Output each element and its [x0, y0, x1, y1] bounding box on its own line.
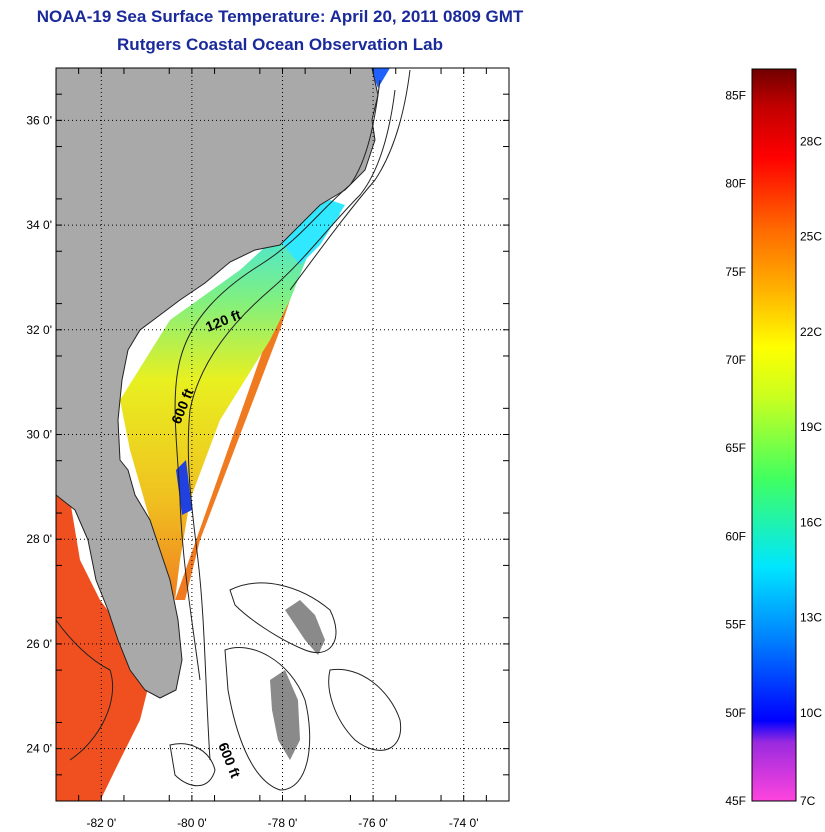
lat-tick-label: 24 0'	[26, 742, 52, 756]
colorbar-c-label: 13C	[800, 611, 822, 625]
lon-tick-label: -80 0'	[177, 816, 207, 830]
sst-cool-patch	[280, 200, 345, 265]
colorbar-f-label: 45F	[725, 794, 746, 808]
colorbar-f-label: 80F	[725, 177, 746, 191]
lon-tick-label: -78 0'	[268, 816, 298, 830]
colorbar-f-label: 55F	[725, 618, 746, 632]
longitude-grid: -82 0' -80 0' -78 0' -76 0' -74 0'	[78, 68, 487, 830]
contour-bahamas-south	[224, 646, 311, 791]
lon-tick-label: -74 0'	[449, 816, 479, 830]
sst-gulf-stream-warm	[175, 300, 290, 600]
lat-tick-label: 34 0'	[26, 218, 52, 232]
land-bahamas-andros	[270, 670, 300, 760]
colorbar-c-label: 25C	[800, 230, 822, 244]
sst-cold-streak	[176, 460, 192, 515]
colorbar-c-label: 28C	[800, 134, 822, 148]
colorbar-celsius-labels: 28C 25C 22C 19C 16C 13C 10C 7C	[800, 134, 822, 808]
contour-bahamas-east	[328, 668, 402, 751]
lon-tick-label: -82 0'	[86, 816, 116, 830]
colorbar-c-label: 16C	[800, 515, 822, 529]
lat-tick-label: 30 0'	[26, 428, 52, 442]
colorbar-f-label: 70F	[725, 353, 746, 367]
colorbar-c-label: 22C	[800, 325, 822, 339]
contour-600ft-line	[187, 89, 396, 761]
sst-northeast-patch	[370, 68, 390, 88]
colorbar-f-label: 75F	[725, 265, 746, 279]
colorbar-f-label: 65F	[725, 441, 746, 455]
colorbar-c-label: 19C	[800, 420, 822, 434]
colorbar-c-label: 7C	[800, 794, 816, 808]
lat-tick-label: 28 0'	[26, 532, 52, 546]
lon-tick-label: -76 0'	[358, 816, 388, 830]
contour-gulf-shelf	[56, 619, 114, 761]
lat-tick-label: 32 0'	[26, 323, 52, 337]
contour-cuba-shelf	[169, 743, 216, 787]
colorbar	[751, 68, 797, 802]
colorbar-f-label: 85F	[725, 88, 746, 102]
contour-120ft-line	[174, 79, 381, 681]
map-subtitle: Rutgers Coastal Ocean Observation Lab	[117, 35, 443, 54]
lat-tick-label: 26 0'	[26, 637, 52, 651]
sst-gulf-warm	[56, 490, 150, 801]
lat-tick-label: 36 0'	[26, 113, 52, 127]
colorbar-fahrenheit-labels: 85F 80F 75F 70F 65F 60F 55F 50F 45F	[725, 88, 746, 808]
colorbar-f-label: 50F	[725, 706, 746, 720]
latitude-grid: 24 0' 26 0' 28 0' 30 0' 32 0' 34 0' 36 0'	[26, 93, 509, 776]
colorbar-c-label: 10C	[800, 706, 822, 720]
bathymetry-contours	[56, 69, 411, 791]
land-bahamas-abaco	[285, 600, 325, 655]
contour-bahamas-north	[229, 582, 337, 654]
contour-deep-line	[289, 69, 411, 291]
colorbar-f-label: 60F	[725, 529, 746, 543]
map-title: NOAA-19 Sea Surface Temperature: April 2…	[36, 7, 524, 26]
sst-shelf-waters	[120, 200, 340, 600]
